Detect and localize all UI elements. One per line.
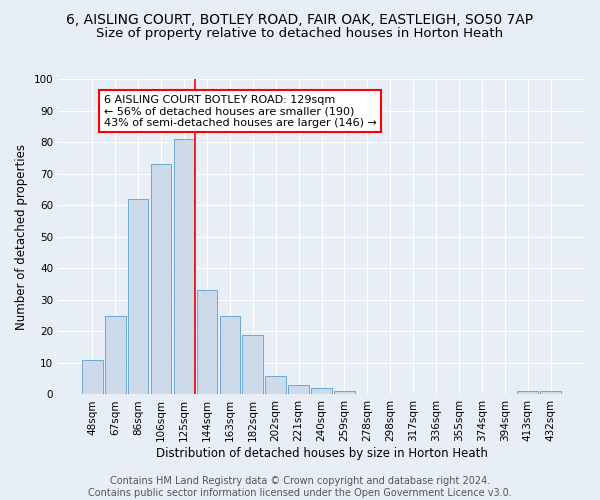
Y-axis label: Number of detached properties: Number of detached properties	[15, 144, 28, 330]
Bar	[517, 392, 538, 394]
X-axis label: Distribution of detached houses by size in Horton Heath: Distribution of detached houses by size …	[155, 447, 487, 460]
Bar	[311, 388, 332, 394]
Bar	[197, 290, 217, 395]
Text: 6, AISLING COURT, BOTLEY ROAD, FAIR OAK, EASTLEIGH, SO50 7AP: 6, AISLING COURT, BOTLEY ROAD, FAIR OAK,…	[67, 12, 533, 26]
Text: 6 AISLING COURT BOTLEY ROAD: 129sqm
← 56% of detached houses are smaller (190)
4: 6 AISLING COURT BOTLEY ROAD: 129sqm ← 56…	[104, 95, 377, 128]
Bar	[105, 316, 125, 394]
Bar	[541, 392, 561, 394]
Bar	[265, 376, 286, 394]
Bar	[151, 164, 172, 394]
Bar	[173, 139, 194, 394]
Bar	[242, 334, 263, 394]
Bar	[220, 316, 240, 394]
Text: Size of property relative to detached houses in Horton Heath: Size of property relative to detached ho…	[97, 28, 503, 40]
Bar	[334, 392, 355, 394]
Bar	[288, 385, 309, 394]
Text: Contains HM Land Registry data © Crown copyright and database right 2024.
Contai: Contains HM Land Registry data © Crown c…	[88, 476, 512, 498]
Bar	[128, 199, 148, 394]
Bar	[82, 360, 103, 394]
